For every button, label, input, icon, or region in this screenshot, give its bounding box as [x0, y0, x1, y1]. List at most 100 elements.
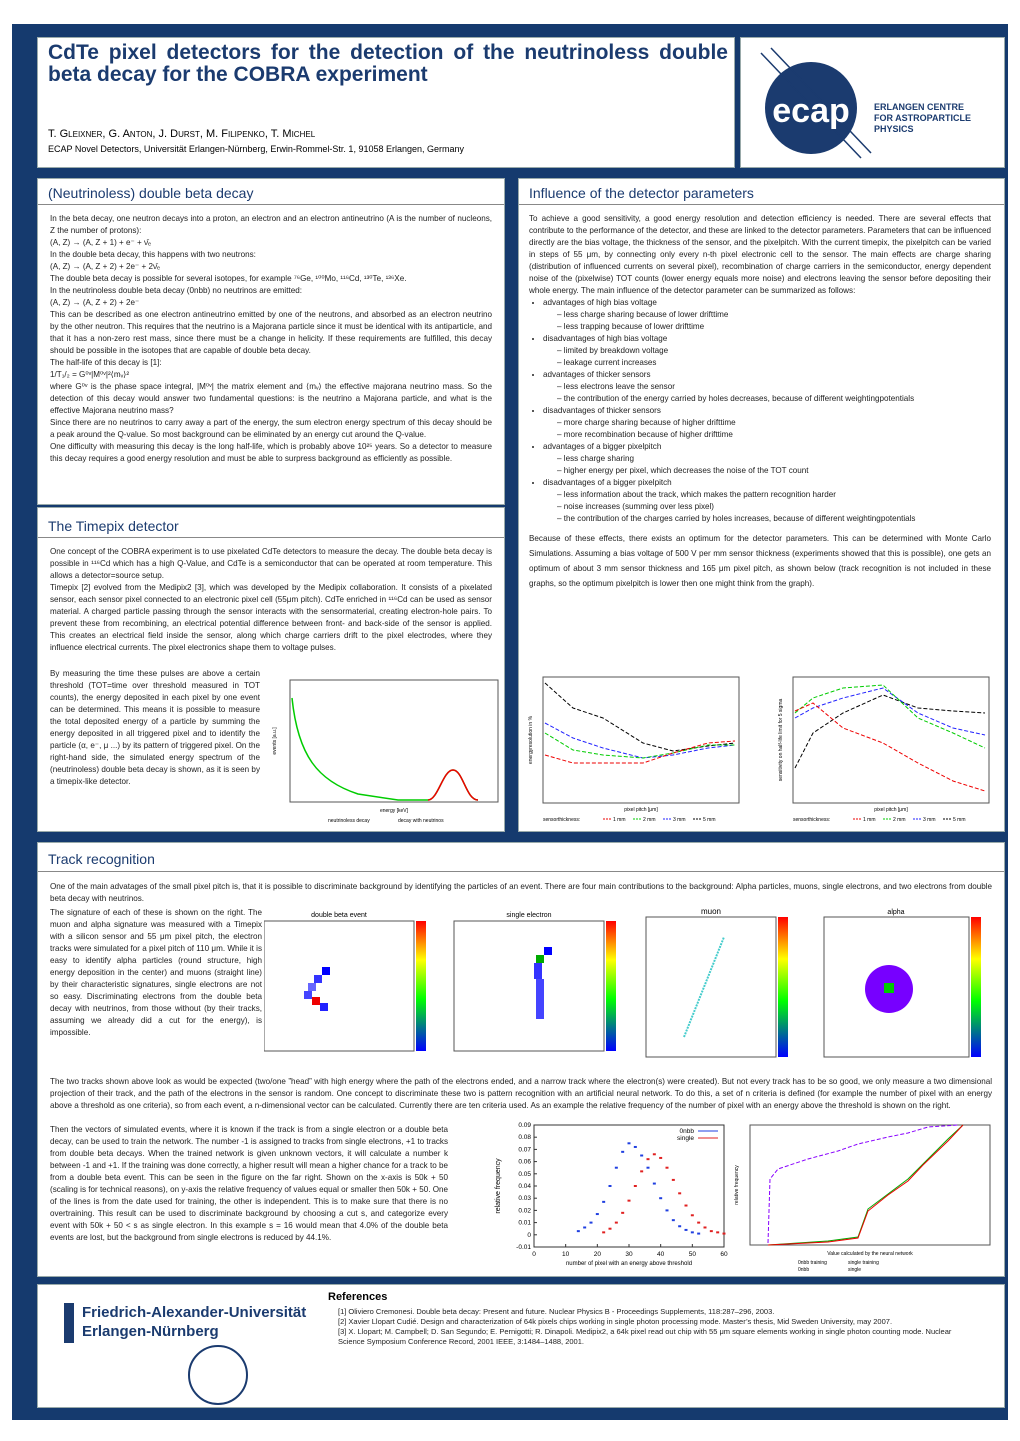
legend-entry: 0nbb training: [798, 1260, 827, 1266]
axis-label: events [a.u.]: [272, 727, 278, 755]
university: Friedrich-Alexander-Universität Erlangen-…: [82, 1303, 306, 1341]
paragraph: Because of these effects, there exists a…: [529, 534, 991, 588]
paragraph: In the double beta decay, this happens w…: [50, 250, 256, 259]
curve: [794, 684, 986, 749]
section-title: (Neutrinoless) double beta decay: [48, 185, 254, 201]
logo-arc: [760, 47, 872, 159]
title: CdTe pixel detectors for the detection o…: [48, 41, 728, 86]
paragraph: To achieve a good sensitivity, a good en…: [529, 214, 991, 295]
paragraph: 1/T₁/₂ = G⁰ᵛ|M⁰ᵛ|²⟨mᵥ⟩²: [50, 370, 130, 379]
parameter-figures: pixel pitch [μm] energyresolution in % s…: [528, 676, 990, 823]
spectrum-line: [427, 769, 479, 801]
bullet: advantages of a bigger pixelpitch: [543, 441, 991, 453]
sub-bullet: the contribution of the charges carried …: [557, 513, 991, 525]
legend-entry: 5 mm: [703, 817, 716, 823]
sub-list: less information about the track, which …: [543, 489, 991, 525]
pixel: [308, 983, 316, 991]
spectrum-figure: energy [keV] events [a.u.] neutrinoless …: [272, 679, 499, 824]
curve: [544, 722, 736, 759]
sub-bullet: noise increases (summing over less pixel…: [557, 501, 991, 513]
sub-bullet: less information about the track, which …: [557, 489, 991, 501]
rule: [38, 537, 504, 538]
paragraph: (A, Z) → (A, Z + 2) + 2e⁻: [50, 298, 140, 307]
pixel: [544, 947, 552, 955]
image-title: double beta event: [311, 912, 367, 919]
section: (Neutrinoless) double beta decay In the …: [37, 178, 505, 505]
curve: [544, 732, 735, 759]
x-tick-label: 30: [625, 1251, 633, 1258]
colorbar: [971, 917, 981, 1057]
legend-entry: 1 mm: [613, 817, 626, 823]
sub-bullet: the contribution of the energy carried b…: [557, 393, 991, 405]
sub-bullet: less trapping because of lower drifttime: [557, 321, 991, 333]
section-title: Influence of the detector parameters: [529, 185, 754, 201]
image-title: alpha: [887, 909, 904, 916]
y-tick-label: 0.09: [518, 1122, 531, 1129]
curve: [544, 682, 736, 752]
paragraph: [3] X. Llopart; M. Campbell; D. San Segu…: [338, 1327, 952, 1346]
axis-label: energyresolution in %: [528, 715, 534, 764]
sub-bullet: less charge sharing: [557, 453, 991, 465]
axis-label: Value calculated by the neural network: [827, 1251, 913, 1257]
legend-entry: 3 mm: [673, 817, 686, 823]
paragraph: One difficulty with measuring this decay…: [50, 442, 492, 463]
curve: [794, 694, 986, 769]
section-text: The signature of each of these is shown …: [50, 907, 262, 1039]
fau-bar: [64, 1303, 74, 1343]
paragraph: where G⁰ᵛ is the phase space integral, |…: [50, 382, 492, 415]
section-text: Then the vectors of simulated events, wh…: [50, 1124, 448, 1244]
y-axis-label: relative frequency: [495, 1158, 502, 1214]
section-text: One of the main advatages of the small p…: [50, 881, 992, 905]
y-tick-label: 0.01: [518, 1220, 531, 1227]
paragraph: One concept of the COBRA experiment is t…: [50, 547, 492, 580]
rule: [519, 204, 1004, 205]
paragraph: The half-life of this decay is [1]:: [50, 358, 162, 367]
legend-entry: neutrinoless decay: [328, 818, 370, 824]
bullet: advantages of thicker sensors: [543, 369, 991, 381]
references: Friedrich-Alexander-Universität Erlangen-…: [37, 1284, 1005, 1408]
bullet: disadvantages of thicker sensors: [543, 405, 991, 417]
legend: sensorthickness: 1 mm 2 mm 3 mm 5 mm: [793, 817, 966, 823]
paragraph: The double beta decay is possible for se…: [50, 274, 407, 283]
network-figure: Value calculated by the neural network r…: [734, 1124, 991, 1273]
paragraph: (A, Z) → (A, Z + 2) + 2e⁻ + 2ν̄ₑ: [50, 262, 161, 271]
image-frame: [453, 920, 605, 1052]
paragraph: Timepix [2] evolved from the Medipix2 [3…: [50, 583, 492, 652]
plot-frame: [792, 676, 990, 804]
y-tick-label: 0.05: [518, 1171, 531, 1178]
legend-entry: sensorthickness:: [793, 817, 830, 823]
curve: [767, 1124, 964, 1246]
track-images: double beta event single electron muon a…: [264, 907, 981, 1058]
pixel: [536, 955, 544, 963]
curve: [767, 1124, 964, 1246]
paragraph: (A, Z) → (A, Z + 1) + e⁻ + ν̄ₑ: [50, 238, 152, 247]
y-tick-label: -0.01: [516, 1244, 531, 1251]
header: CdTe pixel detectors for the detection o…: [37, 37, 735, 168]
legend: sensorthickness: 1 mm 2 mm 3 mm 5 mm: [543, 817, 716, 823]
axis-label: pixel pitch [μm]: [874, 807, 908, 813]
references-title: References: [328, 1291, 388, 1303]
sub-bullet: leakage current increases: [557, 357, 991, 369]
paragraph: Since there are no neutrinos to carry aw…: [50, 418, 492, 439]
y-tick-label: 0.03: [518, 1195, 531, 1202]
paragraph: This can be described as one electron an…: [50, 310, 492, 355]
y-tick-label: 0.08: [518, 1134, 531, 1141]
section: Track recognition One of the main advata…: [37, 842, 1005, 1277]
section: Influence of the detector parameters To …: [518, 178, 1005, 832]
x-axis-label: number of pixel with an energy above thr…: [566, 1261, 692, 1267]
legend-entry: 0nbb: [680, 1128, 695, 1135]
frequency-chart: -0.0100.010.020.030.040.050.060.070.080.…: [495, 1122, 728, 1267]
section-title: Track recognition: [48, 851, 155, 867]
spectrum-line: [291, 697, 479, 801]
section: The Timepix detector One concept of the …: [37, 507, 505, 832]
sub-bullet: less electrons leave the sensor: [557, 381, 991, 393]
affiliation: ECAP Novel Detectors, Universität Erlang…: [48, 144, 465, 154]
rule: [38, 204, 504, 205]
curve: [794, 687, 986, 736]
paragraph: By measuring the time these pulses are a…: [50, 669, 260, 786]
pixel: [320, 1003, 328, 1011]
pixel: [534, 963, 542, 979]
image-title: muon: [701, 907, 721, 916]
legend-entry: single: [848, 1267, 861, 1273]
